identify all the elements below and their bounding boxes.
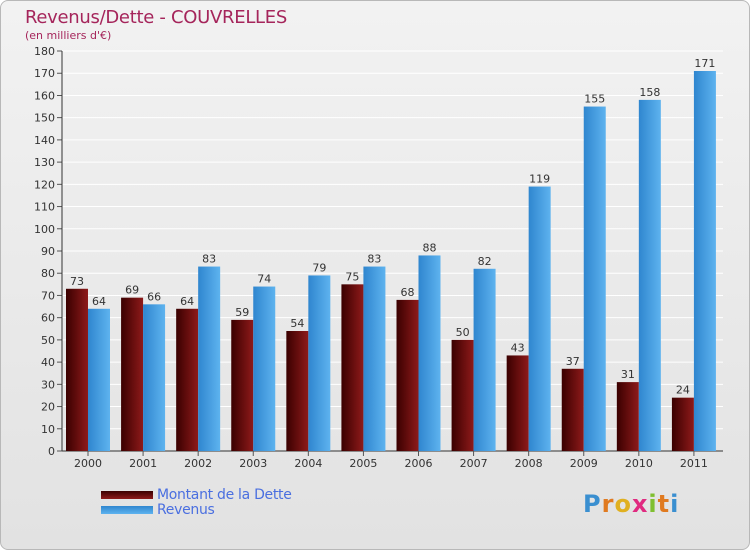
x-tick-label: 2008 bbox=[515, 457, 543, 470]
bar-debt bbox=[561, 368, 584, 451]
legend-item-revenue: Revenus bbox=[101, 501, 292, 518]
data-label-revenue: 66 bbox=[147, 290, 161, 303]
bar-debt bbox=[616, 382, 639, 451]
bar-debt bbox=[506, 355, 529, 451]
data-label-revenue: 64 bbox=[92, 295, 106, 308]
y-tick-label: 160 bbox=[34, 89, 55, 102]
x-tick-label: 2005 bbox=[349, 457, 377, 470]
x-tick-label: 2006 bbox=[405, 457, 433, 470]
y-tick-label: 80 bbox=[41, 267, 55, 280]
bar-revenue bbox=[638, 99, 661, 451]
bar-revenue bbox=[418, 255, 441, 451]
data-label-revenue: 171 bbox=[694, 57, 715, 70]
y-tick-label: 20 bbox=[41, 401, 55, 414]
y-tick-label: 30 bbox=[41, 378, 55, 391]
y-tick-label: 60 bbox=[41, 312, 55, 325]
logo-letter: r bbox=[601, 490, 615, 518]
proxiti-logo: Proxiti bbox=[583, 490, 679, 518]
y-tick-label: 100 bbox=[34, 223, 55, 236]
legend-item-debt: Montant de la Dette bbox=[101, 486, 292, 503]
bar-debt bbox=[671, 397, 694, 451]
y-tick-label: 70 bbox=[41, 289, 55, 302]
logo-letter: i bbox=[648, 490, 658, 518]
x-tick-label: 2007 bbox=[460, 457, 488, 470]
y-tick-label: 90 bbox=[41, 245, 55, 258]
y-tick-label: 140 bbox=[34, 134, 55, 147]
data-label-debt: 68 bbox=[401, 286, 415, 299]
x-tick-label: 2000 bbox=[74, 457, 102, 470]
logo-letter: x bbox=[631, 490, 649, 518]
data-label-debt: 37 bbox=[566, 355, 580, 368]
logo-letter: o bbox=[614, 490, 632, 518]
bar-debt bbox=[286, 331, 309, 451]
bar-debt bbox=[231, 319, 254, 451]
data-label-revenue: 83 bbox=[202, 253, 216, 266]
y-tick-label: 50 bbox=[41, 334, 55, 347]
data-label-debt: 54 bbox=[290, 317, 304, 330]
data-label-revenue: 119 bbox=[529, 173, 550, 186]
bar-revenue bbox=[583, 106, 606, 452]
chart-subtitle: (en milliers d'€) bbox=[25, 29, 112, 42]
data-label-debt: 64 bbox=[180, 295, 194, 308]
legend-swatch-revenue bbox=[101, 505, 153, 514]
bar-revenue bbox=[363, 266, 386, 451]
logo-letter: i bbox=[670, 490, 680, 518]
data-label-revenue: 88 bbox=[423, 241, 437, 254]
bar-debt bbox=[176, 308, 199, 451]
chart-title: Revenus/Dette - COUVRELLES bbox=[25, 7, 287, 28]
y-tick-label: 10 bbox=[41, 423, 55, 436]
data-label-debt: 24 bbox=[676, 384, 690, 397]
x-tick-label: 2002 bbox=[184, 457, 212, 470]
legend-label-debt: Montant de la Dette bbox=[157, 486, 292, 503]
x-tick-label: 2011 bbox=[680, 457, 708, 470]
y-tick-label: 120 bbox=[34, 178, 55, 191]
bar-debt bbox=[451, 339, 474, 451]
logo-letter: P bbox=[583, 490, 602, 518]
bar-debt bbox=[121, 297, 144, 451]
x-tick-label: 2004 bbox=[294, 457, 322, 470]
y-tick-label: 110 bbox=[34, 201, 55, 214]
data-label-revenue: 158 bbox=[639, 86, 660, 99]
y-tick-label: 150 bbox=[34, 112, 55, 125]
bar-revenue bbox=[473, 268, 496, 451]
x-tick-label: 2001 bbox=[129, 457, 157, 470]
x-tick-label: 2003 bbox=[239, 457, 267, 470]
data-label-debt: 31 bbox=[621, 368, 635, 381]
y-tick-label: 40 bbox=[41, 356, 55, 369]
bar-revenue bbox=[143, 304, 166, 451]
data-label-debt: 43 bbox=[511, 341, 525, 354]
bar-revenue bbox=[693, 71, 716, 451]
legend: Montant de la Dette Revenus bbox=[101, 486, 292, 518]
bar-revenue bbox=[528, 186, 551, 452]
data-label-debt: 59 bbox=[235, 306, 249, 319]
data-label-debt: 50 bbox=[456, 326, 470, 339]
data-label-revenue: 74 bbox=[257, 273, 271, 286]
x-tick-label: 2010 bbox=[625, 457, 653, 470]
bar-debt bbox=[341, 284, 364, 451]
y-tick-label: 180 bbox=[34, 45, 55, 58]
bar-revenue bbox=[308, 275, 331, 451]
bar-revenue bbox=[198, 266, 221, 451]
y-tick-label: 130 bbox=[34, 156, 55, 169]
x-tick-label: 2009 bbox=[570, 457, 598, 470]
data-label-debt: 69 bbox=[125, 284, 139, 297]
bar-debt bbox=[66, 288, 88, 451]
data-label-revenue: 83 bbox=[367, 253, 381, 266]
bar-revenue bbox=[88, 308, 110, 451]
logo-letter: t bbox=[657, 490, 671, 518]
bar-debt bbox=[396, 299, 419, 451]
legend-swatch-debt bbox=[101, 490, 153, 499]
y-tick-label: 0 bbox=[48, 445, 55, 458]
bar-revenue bbox=[253, 286, 276, 451]
legend-label-revenue: Revenus bbox=[157, 501, 215, 518]
data-label-revenue: 82 bbox=[478, 255, 492, 268]
data-label-debt: 73 bbox=[70, 275, 84, 288]
data-label-revenue: 79 bbox=[312, 261, 326, 274]
y-tick-label: 170 bbox=[34, 67, 55, 80]
data-label-revenue: 155 bbox=[584, 93, 605, 106]
data-label-debt: 75 bbox=[345, 270, 359, 283]
